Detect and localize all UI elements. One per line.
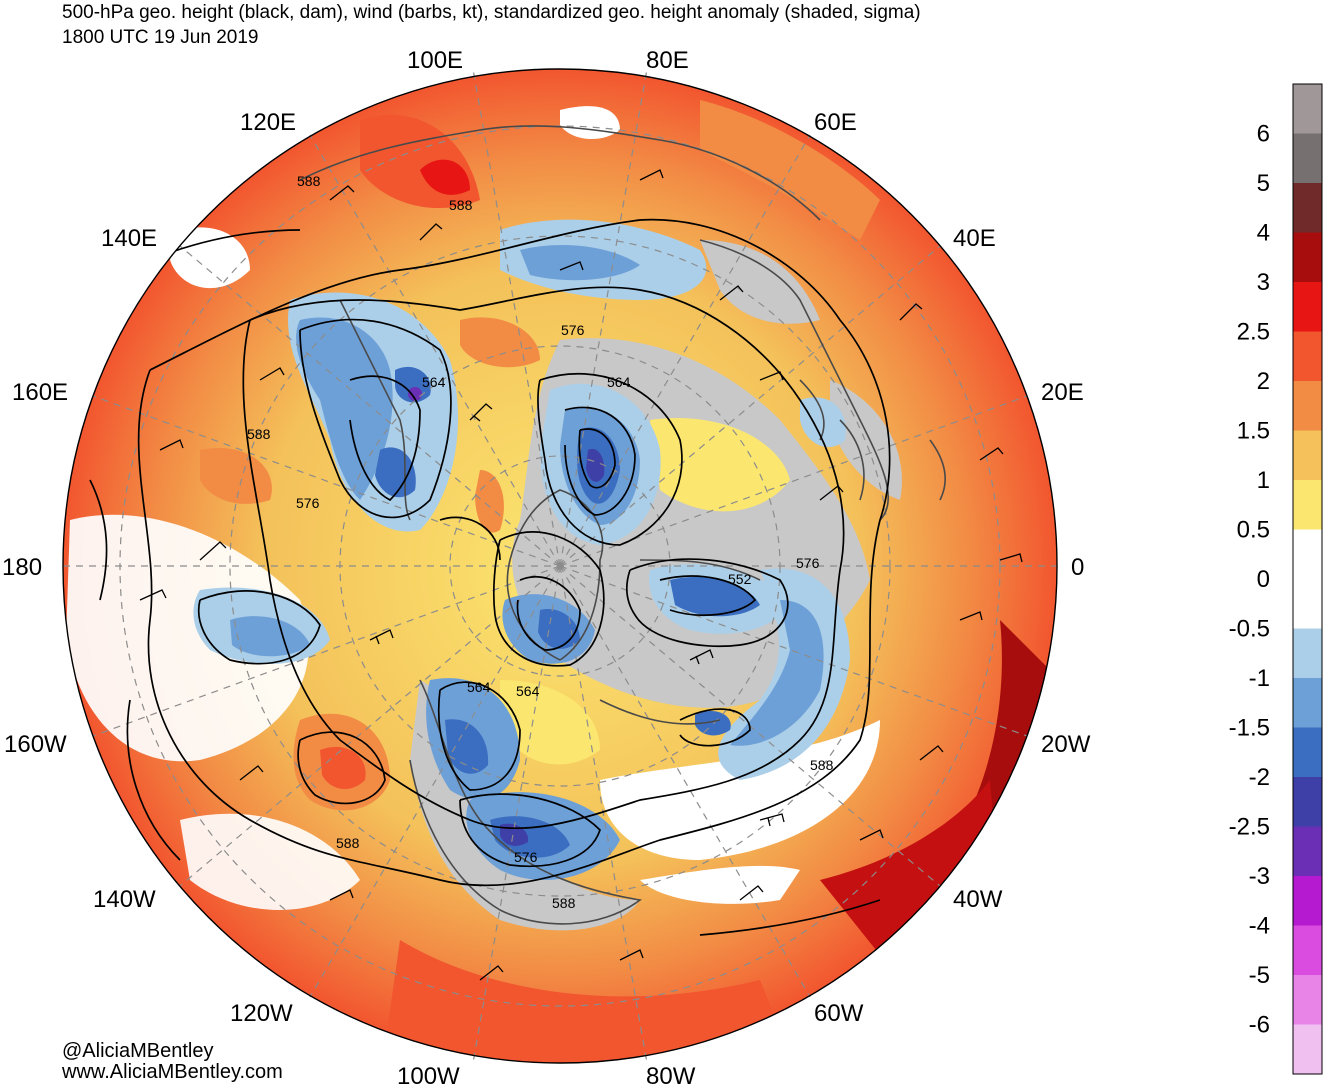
contour-label: 588 bbox=[297, 173, 321, 189]
map-title: 500-hPa geo. height (black, dam), wind (… bbox=[62, 2, 921, 23]
colorbar-label: -2 bbox=[1249, 764, 1270, 791]
colorbar-swatch bbox=[1293, 232, 1322, 283]
colorbar-label: -5 bbox=[1249, 962, 1270, 989]
lon-label: 140W bbox=[93, 886, 156, 913]
wind-barbs bbox=[139, 169, 1023, 981]
lon-label: 40E bbox=[953, 225, 996, 252]
colorbar-label: -2.5 bbox=[1229, 814, 1270, 841]
colorbar-swatch bbox=[1293, 331, 1322, 382]
lon-label: 160W bbox=[4, 731, 67, 758]
contour-label: 588 bbox=[810, 757, 834, 773]
contour-labels: 588 588 576 564 588 576 564 552 576 564 … bbox=[247, 173, 834, 911]
colorbar-label: -3 bbox=[1249, 863, 1270, 890]
credit-website: www.AliciaMBentley.com bbox=[62, 1061, 283, 1083]
colorbar-label: 2.5 bbox=[1237, 319, 1270, 346]
colorbar-swatch bbox=[1293, 529, 1322, 580]
contour-label: 576 bbox=[514, 849, 538, 865]
colorbar-frame bbox=[1292, 83, 1323, 1075]
colorbar-swatch bbox=[1293, 777, 1322, 827]
lon-label: 160E bbox=[12, 379, 68, 406]
contour-label: 564 bbox=[516, 683, 540, 699]
contour-label: 588 bbox=[552, 895, 576, 911]
lon-label: 140E bbox=[101, 225, 157, 252]
colorbar-swatch bbox=[1293, 381, 1322, 431]
colorbar-label: -1 bbox=[1249, 665, 1270, 692]
lon-label: 80E bbox=[646, 47, 689, 74]
colorbar-swatch bbox=[1293, 133, 1322, 184]
colorbar-label: 0.5 bbox=[1237, 517, 1270, 544]
colorbar-swatch bbox=[1293, 876, 1322, 926]
contour-label: 576 bbox=[561, 322, 585, 338]
height-contours bbox=[89, 218, 891, 936]
map-border bbox=[62, 68, 1058, 1064]
colorbar-label: 3 bbox=[1257, 269, 1270, 296]
lon-label: 20W bbox=[1041, 731, 1091, 758]
longitude-labels: 100E 80E 120E 60E 140E 40E 160E 20E 180 … bbox=[2, 47, 1091, 1086]
valid-time: 1800 UTC 19 Jun 2019 bbox=[62, 27, 259, 48]
contour-label: 552 bbox=[728, 571, 752, 587]
colorbar-label: 1 bbox=[1257, 467, 1270, 494]
colorbar-swatch bbox=[1293, 628, 1322, 679]
contour-label: 564 bbox=[467, 679, 491, 695]
colorbar-swatch bbox=[1293, 727, 1322, 778]
coastlines bbox=[299, 125, 946, 925]
credit-handle: @AliciaMBentley bbox=[62, 1040, 214, 1062]
contour-label: 576 bbox=[796, 555, 820, 571]
colorbar-swatch bbox=[1293, 183, 1322, 233]
graticule bbox=[63, 68, 1057, 1064]
lon-label: 60E bbox=[814, 109, 857, 136]
colorbar-label: -6 bbox=[1249, 1012, 1270, 1039]
colorbar-swatch bbox=[1293, 1024, 1322, 1075]
contour-label: 564 bbox=[422, 374, 446, 390]
colorbar-label: 1.5 bbox=[1237, 418, 1270, 445]
contour-label: 564 bbox=[607, 374, 631, 390]
lon-label: 40W bbox=[953, 886, 1003, 913]
colorbar-label: -4 bbox=[1249, 913, 1270, 940]
contour-label: 588 bbox=[449, 197, 473, 213]
colorbar-label: -0.5 bbox=[1229, 616, 1270, 643]
colorbar: 6 5 4 3 2.5 2 1.5 1 0.5 0 -0.5 -1 -1.5 -2 -2.5 -3 -4 -5 -6 bbox=[1229, 83, 1323, 1075]
colorbar-swatch bbox=[1293, 480, 1322, 530]
lon-label: 100E bbox=[407, 47, 463, 74]
lon-label: 120E bbox=[240, 109, 296, 136]
colorbar-swatch bbox=[1293, 925, 1322, 976]
colorbar-swatch bbox=[1293, 430, 1322, 481]
colorbar-label: 0 bbox=[1257, 566, 1270, 593]
lon-label: 180 bbox=[2, 554, 42, 581]
lon-label: 0 bbox=[1071, 554, 1084, 581]
lon-label: 100W bbox=[397, 1063, 460, 1086]
lon-label: 80W bbox=[646, 1063, 696, 1086]
contour-label: 576 bbox=[296, 495, 320, 511]
colorbar-label: 4 bbox=[1257, 220, 1270, 247]
colorbar-swatch bbox=[1293, 84, 1322, 134]
colorbar-swatch bbox=[1293, 282, 1322, 332]
colorbar-swatch bbox=[1293, 579, 1322, 629]
contour-label: 588 bbox=[336, 835, 360, 851]
colorbar-swatch bbox=[1293, 678, 1322, 728]
lon-label: 60W bbox=[814, 1000, 864, 1027]
colorbar-label: 5 bbox=[1257, 170, 1270, 197]
colorbar-label: 6 bbox=[1257, 121, 1270, 148]
lon-label: 20E bbox=[1041, 379, 1084, 406]
lon-label: 120W bbox=[230, 1000, 293, 1027]
colorbar-swatch bbox=[1293, 826, 1322, 877]
contour-label: 588 bbox=[247, 426, 271, 442]
colorbar-label: 2 bbox=[1257, 368, 1270, 395]
colorbar-swatch bbox=[1293, 975, 1322, 1025]
colorbar-label: -1.5 bbox=[1229, 715, 1270, 742]
